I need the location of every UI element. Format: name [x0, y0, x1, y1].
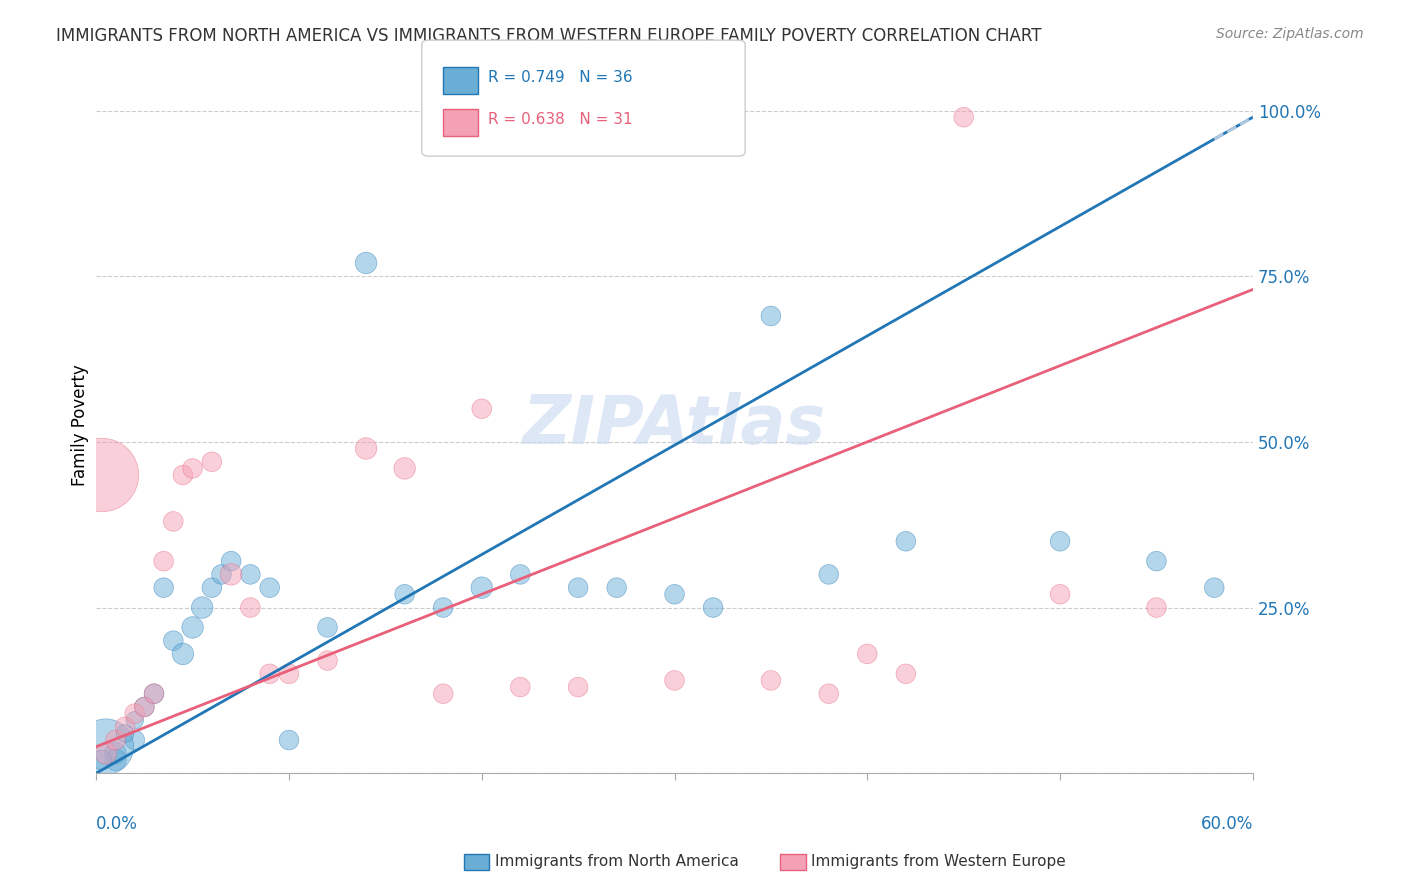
- Point: [124, 706, 146, 721]
- Point: [172, 647, 194, 661]
- Point: [509, 567, 531, 582]
- Point: [471, 401, 494, 416]
- Point: [134, 700, 156, 714]
- Point: [952, 110, 974, 124]
- Point: [1146, 554, 1168, 568]
- Point: [191, 600, 214, 615]
- Point: [606, 581, 628, 595]
- Point: [219, 554, 242, 568]
- Point: [114, 720, 136, 734]
- Text: R = 0.749   N = 36: R = 0.749 N = 36: [488, 70, 633, 85]
- Point: [94, 747, 117, 761]
- Point: [1146, 600, 1168, 615]
- Point: [104, 733, 127, 747]
- Text: Source: ZipAtlas.com: Source: ZipAtlas.com: [1216, 27, 1364, 41]
- Point: [278, 733, 301, 747]
- Point: [471, 581, 494, 595]
- Point: [1049, 587, 1071, 601]
- Text: Immigrants from Western Europe: Immigrants from Western Europe: [811, 855, 1066, 869]
- Point: [239, 600, 262, 615]
- Point: [394, 587, 416, 601]
- Point: [181, 620, 204, 634]
- Point: [152, 554, 174, 568]
- Text: Immigrants from North America: Immigrants from North America: [495, 855, 738, 869]
- Point: [664, 587, 686, 601]
- Text: IMMIGRANTS FROM NORTH AMERICA VS IMMIGRANTS FROM WESTERN EUROPE FAMILY POVERTY C: IMMIGRANTS FROM NORTH AMERICA VS IMMIGRA…: [56, 27, 1042, 45]
- Point: [1049, 534, 1071, 549]
- Point: [259, 666, 281, 681]
- Point: [702, 600, 724, 615]
- Point: [1204, 581, 1226, 595]
- Point: [759, 309, 782, 323]
- Point: [124, 733, 146, 747]
- Point: [567, 581, 589, 595]
- Point: [894, 666, 917, 681]
- Point: [354, 442, 377, 456]
- Point: [664, 673, 686, 688]
- Point: [278, 666, 301, 681]
- Point: [172, 468, 194, 483]
- Y-axis label: Family Poverty: Family Poverty: [72, 365, 89, 486]
- Point: [91, 468, 114, 483]
- Point: [432, 687, 454, 701]
- Point: [817, 567, 839, 582]
- Point: [104, 747, 127, 761]
- Point: [509, 680, 531, 694]
- Point: [134, 700, 156, 714]
- Point: [567, 680, 589, 694]
- Point: [259, 581, 281, 595]
- Point: [91, 753, 114, 767]
- Point: [152, 581, 174, 595]
- Point: [817, 687, 839, 701]
- Point: [143, 687, 166, 701]
- Point: [162, 515, 184, 529]
- Point: [316, 654, 339, 668]
- Point: [432, 600, 454, 615]
- Point: [104, 753, 127, 767]
- Point: [354, 256, 377, 270]
- Point: [114, 726, 136, 740]
- Point: [856, 647, 879, 661]
- Point: [316, 620, 339, 634]
- Point: [211, 567, 233, 582]
- Point: [94, 739, 117, 754]
- Point: [894, 534, 917, 549]
- Text: 60.0%: 60.0%: [1201, 815, 1253, 833]
- Point: [759, 673, 782, 688]
- Point: [239, 567, 262, 582]
- Point: [219, 567, 242, 582]
- Point: [143, 687, 166, 701]
- Point: [181, 461, 204, 475]
- Point: [201, 581, 224, 595]
- Point: [394, 461, 416, 475]
- Text: R = 0.638   N = 31: R = 0.638 N = 31: [488, 112, 633, 127]
- Text: ZIPAtlas: ZIPAtlas: [523, 392, 827, 458]
- Point: [162, 633, 184, 648]
- Point: [124, 713, 146, 727]
- Point: [201, 455, 224, 469]
- Text: 0.0%: 0.0%: [96, 815, 138, 833]
